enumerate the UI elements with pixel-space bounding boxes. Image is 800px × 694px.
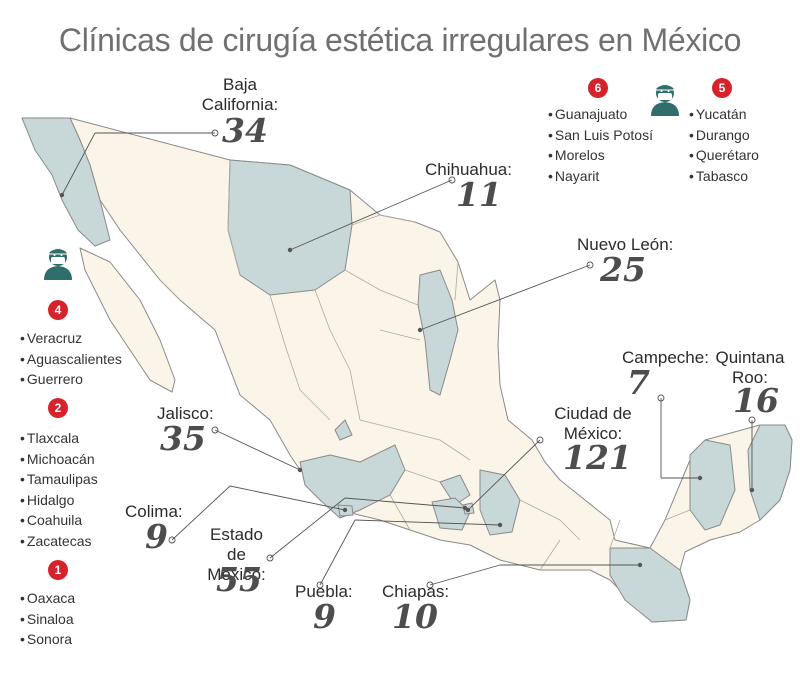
count-baja-california: 34 — [222, 111, 268, 150]
group-6-list: Guanajuato San Luis Potosí Morelos Nayar… — [548, 104, 653, 186]
count-colima: 9 — [145, 517, 168, 556]
count-estado-de-mexico: 55 — [216, 560, 262, 599]
label-campeche: Campeche: — [622, 348, 709, 367]
group-5-list: Yucatán Durango Querétaro Tabasco — [689, 104, 759, 186]
label-quintana-roo: Quintana Roo: — [715, 348, 785, 387]
badge-group-6: 6 — [588, 78, 608, 98]
label-jalisco: Jalisco: — [157, 404, 214, 423]
state-campeche — [689, 439, 736, 531]
label-ciudad-de-mexico: Ciudad de México: — [554, 404, 632, 443]
state-chihuahua — [227, 159, 353, 296]
count-quintana-roo: 16 — [733, 381, 779, 420]
state-chiapas — [609, 547, 691, 623]
badge-group-5: 5 — [712, 78, 732, 98]
state-aguascalientes — [334, 419, 353, 441]
list-item: Michoacán — [20, 449, 98, 470]
count-jalisco: 35 — [160, 419, 206, 458]
label-nuevo-leon: Nuevo León: — [577, 235, 674, 254]
count-puebla: 9 — [313, 597, 336, 636]
count-chihuahua: 11 — [456, 175, 502, 214]
count-campeche: 7 — [627, 363, 650, 402]
list-item: Guanajuato — [548, 104, 653, 125]
list-item: Yucatán — [689, 104, 759, 125]
label-estado-de-mexico: Estado de México: — [207, 525, 266, 584]
count-nuevo-leon: 25 — [600, 250, 646, 289]
list-item: Nayarit — [548, 166, 653, 187]
list-item: Aguascalientes — [20, 349, 122, 370]
count-chiapas: 10 — [392, 597, 438, 636]
list-item: Sonora — [20, 629, 75, 650]
count-ciudad-de-mexico: 121 — [563, 438, 632, 477]
map-title: Clínicas de cirugía estética irregulares… — [58, 22, 742, 58]
label-colima: Colima: — [125, 502, 183, 521]
label-chiapas: Chiapas: — [382, 582, 450, 601]
list-item: Oaxaca — [20, 588, 75, 609]
surgeon-icon — [651, 84, 679, 116]
group-1-list: Oaxaca Sinaloa Sonora — [20, 588, 75, 650]
list-item: Querétaro — [689, 145, 759, 166]
list-item: Durango — [689, 125, 759, 146]
list-item: Morelos — [548, 145, 653, 166]
badge-group-1: 1 — [48, 560, 68, 580]
state-queretaro — [439, 474, 471, 506]
list-item: Guerrero — [20, 369, 122, 390]
state-puebla — [479, 469, 521, 536]
list-item: Tabasco — [689, 166, 759, 187]
list-item: Zacatecas — [20, 531, 98, 552]
list-item: Coahuila — [20, 510, 98, 531]
badge-group-4: 4 — [48, 300, 68, 320]
label-baja-california: Baja California: — [201, 75, 279, 114]
state-quintana-roo — [747, 424, 793, 521]
state-baja-california — [21, 117, 111, 247]
list-item: Tlaxcala — [20, 428, 98, 449]
list-item: Tamaulipas — [20, 469, 98, 490]
group-2-list: Tlaxcala Michoacán Tamaulipas Hidalgo Co… — [20, 428, 98, 551]
list-item: San Luis Potosí — [548, 125, 653, 146]
list-item: Veracruz — [20, 328, 122, 349]
label-puebla: Puebla: — [295, 582, 353, 601]
list-item: Hidalgo — [20, 490, 98, 511]
badge-group-2: 2 — [48, 398, 68, 418]
label-chihuahua: Chihuahua: — [425, 160, 512, 179]
group-4-list: Veracruz Aguascalientes Guerrero — [20, 328, 122, 390]
baja-california-sur — [79, 247, 176, 393]
state-nuevo-leon — [417, 269, 459, 396]
surgeon-icon — [44, 248, 72, 280]
list-item: Sinaloa — [20, 609, 75, 630]
